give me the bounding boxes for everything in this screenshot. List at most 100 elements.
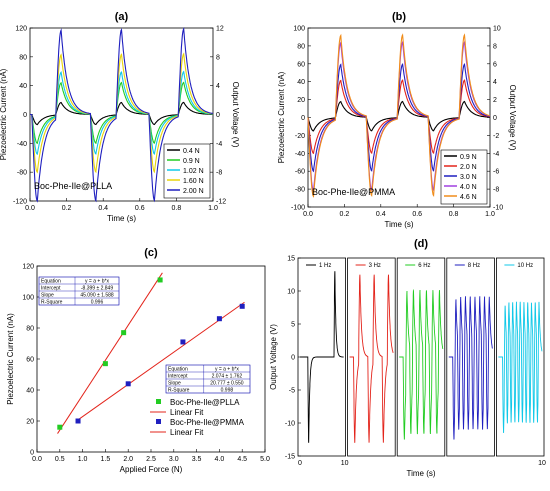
y-tick-label: -80 xyxy=(295,187,305,194)
y2-tick-label: -4 xyxy=(216,141,222,148)
x-tick-label: 1.5 xyxy=(101,456,111,463)
y-tick-label: 60 xyxy=(26,357,34,364)
y-tick-label: 5 xyxy=(291,322,295,329)
y2-tick-label: 8 xyxy=(216,54,220,61)
legend-entry: 6 Hz xyxy=(418,263,430,269)
y2-tick-label: -12 xyxy=(216,199,226,206)
fit-line xyxy=(57,272,163,434)
legend-entry: Linear Fit xyxy=(170,428,204,437)
y-tick-label: 80 xyxy=(26,326,34,333)
legend-entry: Boc-Phe-Ile@PLLA xyxy=(170,398,240,407)
y2-tick-label: -8 xyxy=(216,170,222,177)
series-line xyxy=(30,70,213,156)
legend-box xyxy=(163,143,211,199)
fit-table: Equation y = a + b*x Intercept 2.074 ± 1.76… xyxy=(165,364,251,394)
sample-annotation: Boc-Phe-Ile@PLLA xyxy=(34,181,112,191)
x-tick-label: 2.0 xyxy=(123,456,133,463)
subplot-1: 1 Hz xyxy=(297,257,346,457)
y-tick-label: 40 xyxy=(297,79,305,86)
series-line xyxy=(30,27,214,203)
y-tick-label: 20 xyxy=(297,97,305,104)
legend-entry: 4.0 N xyxy=(460,184,477,191)
x-tick-label: 0.8 xyxy=(449,211,459,218)
x-tick-label: 0.4 xyxy=(98,205,108,212)
x-tick-label: 1.0 xyxy=(208,205,218,212)
fit-table-key: Intercept xyxy=(41,286,61,292)
data-point xyxy=(125,381,131,387)
series-line xyxy=(307,33,491,198)
fit-table-value: y = a + b*x xyxy=(85,279,109,285)
y2-tick-label: 0 xyxy=(493,115,497,122)
x-tick-label: 0.2 xyxy=(340,211,350,218)
panel-label: (c) xyxy=(144,247,158,259)
y-tick-label: 20 xyxy=(26,419,34,426)
y-tick-label: 120 xyxy=(22,264,34,271)
series-line xyxy=(448,296,493,440)
y-tick-label: -40 xyxy=(17,141,27,148)
sample-annotation: Boc-Phe-Ile@PMMA xyxy=(312,187,395,197)
subplot-frame xyxy=(347,257,396,457)
fit-table-value: -8.399 ± 2.849 xyxy=(81,286,113,292)
fit-table-value: 0.996 xyxy=(91,300,104,306)
legend-entry: 3 Hz xyxy=(369,263,381,269)
x-tick-label: 0.5 xyxy=(55,456,65,463)
series-line xyxy=(300,271,344,443)
y-tick-label: -15 xyxy=(285,454,295,461)
series-line xyxy=(30,81,213,145)
x-tick-label: 4.0 xyxy=(215,456,225,463)
fit-table-key: R-Square xyxy=(41,300,63,306)
y2-tick-label: -2 xyxy=(493,133,499,140)
series-line xyxy=(30,101,214,126)
y-axis-label: Piezoelectric Current (nA) xyxy=(6,313,15,405)
x-tick-label: 0.0 xyxy=(25,205,35,212)
fit-table-key: Intercept xyxy=(168,374,188,380)
x-tick-label: 10 xyxy=(341,460,349,467)
data-point xyxy=(121,330,127,336)
x-tick-label: 2.5 xyxy=(146,456,156,463)
fit-table-key: Slope xyxy=(168,381,181,387)
series-line xyxy=(349,274,394,443)
legend-entry: 1.02 N xyxy=(183,168,204,175)
y2-tick-label: 4 xyxy=(216,83,220,90)
x-tick-label: 0.8 xyxy=(172,205,182,212)
legend-entry: 10 Hz xyxy=(517,263,533,269)
legend-entry: 3.0 N xyxy=(460,174,477,181)
x-axis-label: Time (s) xyxy=(107,214,136,223)
y-tick-label: 10 xyxy=(287,289,295,296)
panel-d: (d) -15 -10 -5 0 5 10 15 Output Voltage (V) 1 Hz 3… xyxy=(269,238,546,478)
y-tick-label: -60 xyxy=(295,169,305,176)
y2-tick-label: 10 xyxy=(493,26,501,33)
fit-table-key: Equation xyxy=(168,367,188,373)
y2-tick-label: 4 xyxy=(493,79,497,86)
legend-entry: 2.00 N xyxy=(183,188,204,195)
y-tick-label: -5 xyxy=(289,388,295,395)
fit-line xyxy=(75,301,245,422)
x-tick-label: 1.0 xyxy=(485,211,495,218)
fit-table-key: R-Square xyxy=(168,388,190,394)
y-tick-label: 0 xyxy=(23,112,27,119)
y2-tick-label: 2 xyxy=(493,97,497,104)
subplot-5: 10 Hz xyxy=(495,257,545,457)
x-tick-label: 4.5 xyxy=(237,456,247,463)
data-point xyxy=(157,277,163,283)
y-tick-label: -100 xyxy=(291,205,305,212)
y2-tick-label: 12 xyxy=(216,26,224,33)
fit-table-value: 45.090 ± 1.588 xyxy=(80,293,114,299)
legend-entry: 4.6 N xyxy=(460,194,477,201)
x-tick-label: 3.5 xyxy=(192,456,202,463)
y-tick-label: 60 xyxy=(297,61,305,68)
y-tick-label: 80 xyxy=(297,43,305,50)
y-tick-label: -10 xyxy=(285,421,295,428)
y-axis-label: Output Voltage (V) xyxy=(269,324,278,390)
x-tick-label: 10 xyxy=(538,460,546,467)
y-tick-label: -80 xyxy=(17,170,27,177)
legend-entry: 0.9 N xyxy=(183,158,200,165)
y-tick-label: 120 xyxy=(15,26,27,33)
subplot-2: 3 Hz xyxy=(347,257,396,457)
legend-entry: 0.4 N xyxy=(183,148,200,155)
subplot-frame xyxy=(396,257,446,457)
legend-entry: 2.0 N xyxy=(460,164,477,171)
